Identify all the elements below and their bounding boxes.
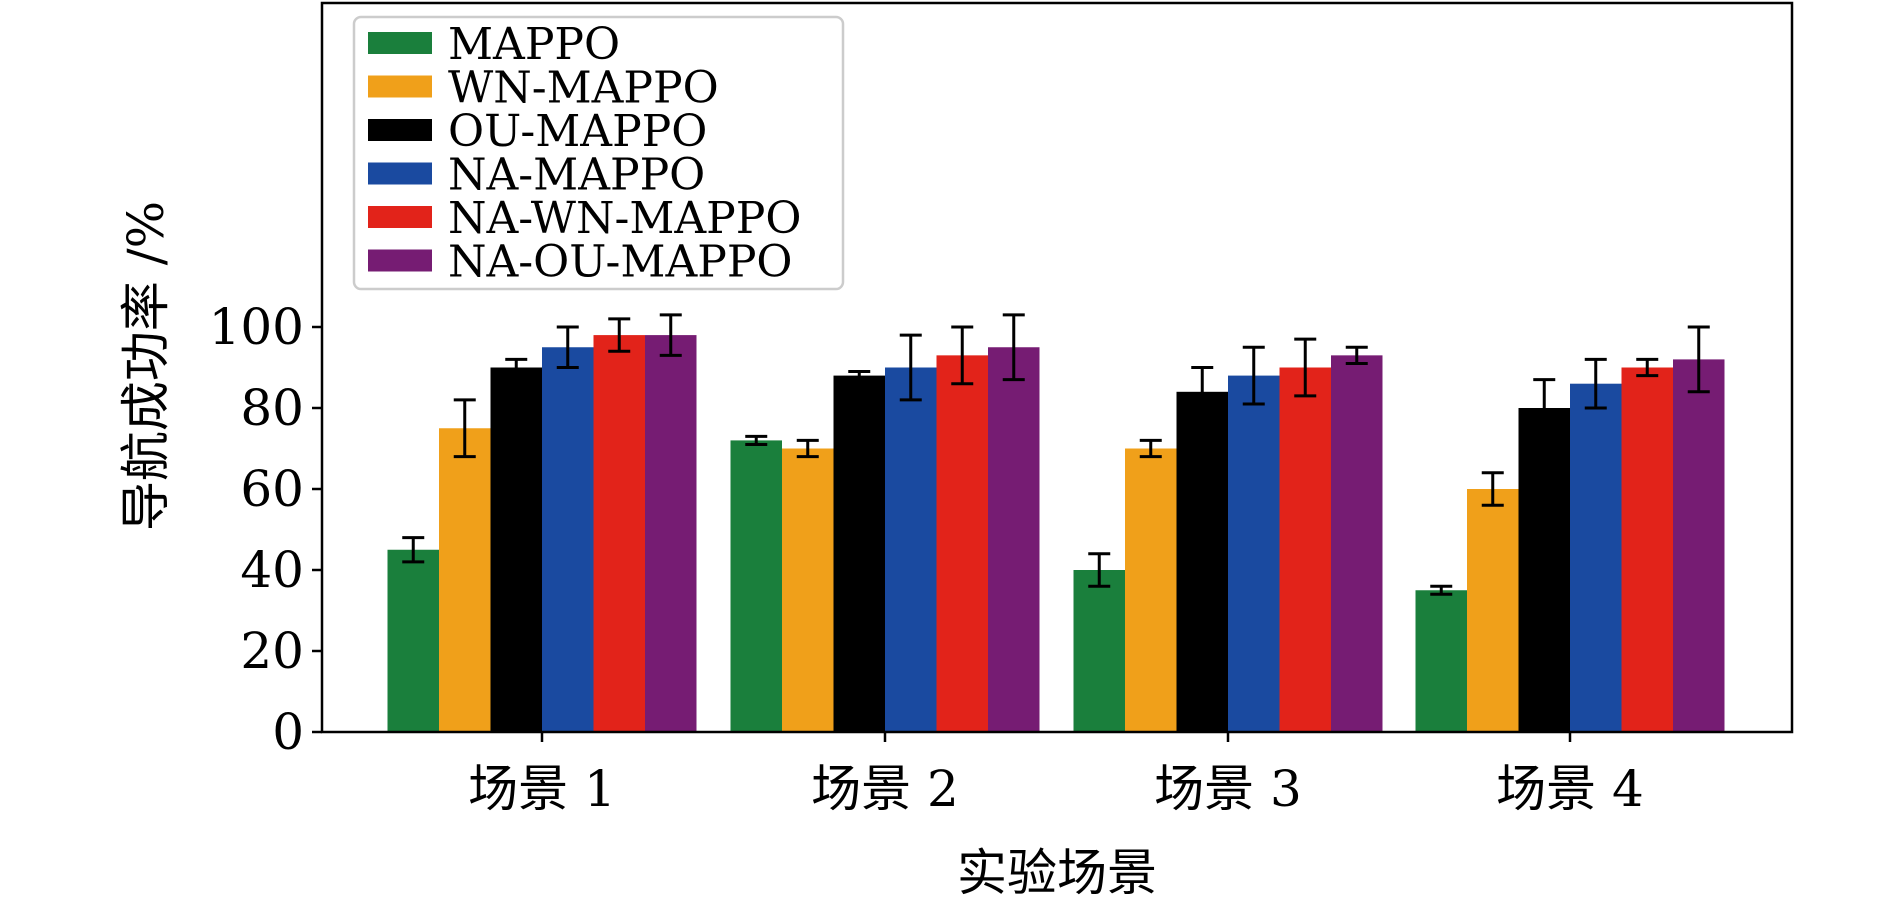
error-bar <box>951 325 974 386</box>
legend: MAPPOWN-MAPPOOU-MAPPONA-MAPPONA-WN-MAPPO… <box>352 15 845 291</box>
bar-na-mappo <box>1228 375 1280 732</box>
x-tick-label: 场景 3 <box>1154 760 1302 818</box>
legend-swatch <box>368 249 432 272</box>
bar-ou-mappo <box>1176 391 1228 732</box>
error-bar <box>608 317 631 353</box>
x-tick-label: 场景 1 <box>468 760 616 818</box>
legend-label: NA-MAPPO <box>448 150 705 201</box>
legend-swatch <box>368 75 432 98</box>
bar-mappo <box>387 549 439 732</box>
error-bar <box>1687 325 1710 394</box>
x-axis: 场景 1 场景 2 场景 3 场景 4 <box>468 732 1644 818</box>
bar-na-wn-mappo <box>593 335 645 732</box>
error-bar <box>1481 471 1504 507</box>
legend-label: NA-WN-MAPPO <box>448 193 801 244</box>
bar-ou-mappo <box>1518 408 1570 732</box>
bar-na-wn-mappo <box>936 355 988 732</box>
error-bar <box>1533 378 1556 438</box>
legend-swatch <box>368 162 432 185</box>
y-tick-label: 60 <box>240 460 304 518</box>
error-bar <box>1584 357 1607 410</box>
bar-ou-mappo <box>833 375 885 732</box>
bar-mappo <box>730 440 782 732</box>
bar-wn-mappo <box>439 428 491 732</box>
error-bar <box>745 434 768 446</box>
error-bar <box>1139 438 1162 459</box>
errorbars-layer <box>402 313 1710 596</box>
plot-frame <box>320 1 1794 734</box>
y-axis-title: 导航成功率 /% <box>117 201 175 531</box>
legend-label: OU-MAPPO <box>448 106 707 157</box>
error-bar <box>1430 584 1453 596</box>
bar-mappo <box>1415 590 1467 732</box>
legend-label: WN-MAPPO <box>448 63 719 114</box>
error-bar <box>1294 337 1317 398</box>
error-bar <box>1191 366 1214 418</box>
legend-frame <box>352 15 845 291</box>
x-tick-label: 场景 2 <box>811 760 959 818</box>
bar-na-mappo <box>1570 383 1622 732</box>
bar-mappo <box>1073 570 1125 732</box>
y-tick-label: 100 <box>209 298 304 356</box>
bar-na-wn-mappo <box>1279 367 1331 732</box>
bar-na-mappo <box>885 367 937 732</box>
bar-wn-mappo <box>782 448 834 732</box>
y-tick-label: 80 <box>240 379 304 437</box>
error-bar <box>1345 345 1368 365</box>
error-bar <box>505 357 528 378</box>
legend-swatch <box>368 119 432 141</box>
legend-label: NA-OU-MAPPO <box>448 237 793 288</box>
bar-wn-mappo <box>1467 489 1519 732</box>
legend-swatch <box>368 206 432 228</box>
bar-na-ou-mappo <box>1673 359 1725 732</box>
error-bar <box>899 333 922 402</box>
error-bar <box>659 313 682 357</box>
error-bar <box>453 398 476 459</box>
bar-na-wn-mappo <box>1621 367 1673 732</box>
bar-ou-mappo <box>490 367 542 732</box>
bars-layer <box>387 335 1725 732</box>
error-bar <box>402 536 425 564</box>
x-tick-label: 场景 4 <box>1496 760 1644 818</box>
error-bar <box>1636 357 1659 378</box>
bar-na-ou-mappo <box>645 335 697 732</box>
y-tick-label: 0 <box>272 703 304 761</box>
y-tick-label: 40 <box>240 541 304 599</box>
error-bar <box>556 325 579 369</box>
legend-label: MAPPO <box>448 19 620 70</box>
error-bar <box>848 370 871 382</box>
error-bar <box>1002 313 1025 382</box>
error-bar <box>1088 552 1111 588</box>
error-bar <box>1242 345 1265 406</box>
y-axis: 0 20 40 60 80 100 <box>209 298 322 761</box>
bar-na-ou-mappo <box>1331 355 1383 732</box>
bar-na-mappo <box>542 347 594 732</box>
bar-wn-mappo <box>1125 448 1177 732</box>
x-axis-title: 实验场景 <box>957 844 1157 902</box>
bar-na-ou-mappo <box>988 347 1040 732</box>
error-bar <box>796 438 819 459</box>
y-tick-label: 20 <box>240 622 304 680</box>
legend-swatch <box>368 32 432 54</box>
